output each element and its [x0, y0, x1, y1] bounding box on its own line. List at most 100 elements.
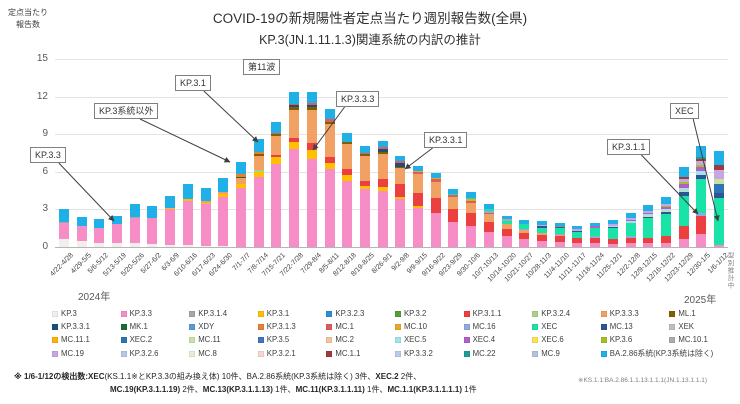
footnote-text: MC.1.1(KP.3.1.1.1.1) — [387, 384, 463, 394]
y-axis-tick: 12 — [36, 90, 48, 102]
legend-label: MC.8 — [198, 349, 217, 358]
bar-segment-KP.3.3 — [661, 242, 671, 247]
legend-item: MC.11 — [189, 335, 258, 344]
year-label-2024: 2024年 — [78, 292, 111, 303]
legend-item: MC.2 — [326, 335, 395, 344]
bar-segment-KP.3.3 — [625, 243, 636, 247]
stacked-bar — [625, 213, 636, 247]
stacked-bar — [572, 226, 583, 247]
stacked-bar — [483, 204, 494, 247]
bar-segment-MC.1 — [289, 103, 300, 106]
bar-segment-MC.1 — [306, 102, 317, 106]
bar-segment-KP.3.3.3 — [537, 233, 548, 236]
bar-segment-BA.2.86系統 — [111, 215, 122, 225]
stacked-bar — [289, 91, 300, 247]
bar-segment-ML.1 — [271, 134, 282, 137]
bar-segment-XEC — [590, 227, 601, 237]
gridline — [55, 171, 728, 173]
bar-segment-KP.3.3 — [342, 180, 353, 247]
stacked-bar — [501, 215, 512, 247]
legend-item: KP.3.3.2 — [394, 348, 464, 359]
annotation-box: KP.3.1.1 — [607, 139, 651, 155]
legend-item: ML.1 — [669, 309, 738, 318]
stacked-bar — [448, 189, 459, 247]
bar-segment-MC.19 — [714, 169, 725, 179]
legend-label: XEC — [541, 322, 558, 331]
stacked-bar — [147, 205, 158, 247]
bar-segment-KP.3.3 — [235, 188, 246, 247]
y-axis-tick: 6 — [42, 165, 48, 177]
bar-segment-KP.3.3 — [377, 190, 388, 247]
legend-label: MC.9 — [541, 349, 560, 358]
legend-item: KP.3.2 — [394, 309, 464, 318]
bar-segment-BA.2.86系統 — [289, 91, 300, 104]
legend-item: MC.11.1 — [52, 335, 121, 344]
bar-segment-KP.3 — [218, 245, 229, 247]
bar-segment-KP.3.1.4 — [58, 221, 69, 223]
legend-item: MC.9 — [532, 348, 601, 359]
bar-segment-KP.3.3 — [271, 164, 282, 247]
bar-segment-KP.3.1 — [395, 196, 406, 200]
legend-swatch — [326, 323, 333, 330]
legend-label: KP.3.1.3 — [266, 322, 296, 331]
footnote-text: 2件、 — [398, 372, 422, 381]
legend-label: XEK — [678, 322, 694, 331]
bar-segment-KP.3.1.1 — [466, 213, 477, 226]
bar-segment-KP.3.1.1 — [661, 236, 671, 243]
legend-swatch — [189, 350, 196, 357]
legend-label: MC.16 — [472, 322, 496, 331]
legend-item: KP.3.3 — [120, 309, 190, 318]
bar-segment-KP.3 — [200, 245, 211, 247]
legend-item: MC.16 — [463, 322, 533, 331]
legend-swatch — [600, 310, 607, 317]
bar-segment-KP.3.1 — [165, 208, 176, 210]
bar-segment-KP.3 — [76, 241, 87, 247]
legend-item: KP.3.1.4 — [189, 309, 258, 318]
annotation-box: KP.3系統以外 — [94, 103, 159, 119]
y-axis-unit-label-line2: 報告数 — [16, 20, 40, 29]
legend-swatch — [52, 336, 58, 343]
legend-item: KP.3.6 — [600, 335, 670, 344]
bar-segment-KP.3.1.1 — [607, 238, 618, 244]
bar-segment-KP.3.3.3 — [200, 201, 211, 203]
bar-segment-XEC — [466, 197, 477, 200]
bar-segment-BA.2.86系統 — [324, 109, 335, 120]
bar-segment-KP.3.3.3 — [395, 168, 406, 185]
bar-segment-KP.3 — [129, 243, 140, 247]
bar-segment-KP.3.3 — [395, 199, 406, 247]
legend: KP.3 KP.3.3 KP.3.1.4 KP.3.1 KP.3.2.3 KP.3.2 KP… — [52, 309, 738, 359]
bar-segment-KP.3.3.1 — [377, 149, 388, 153]
bar-segment-MC.13 — [537, 226, 548, 228]
legend-label: XEC.5 — [403, 335, 427, 344]
bar-segment-KP.3.3 — [413, 208, 424, 247]
legend-label: KP.3.3.1 — [61, 322, 90, 331]
stacked-bar — [395, 155, 406, 247]
bar-segment-KP.3.1 — [324, 163, 335, 170]
bar-segment-KP.3.1.4 — [129, 216, 140, 218]
bar-segment-BA.2.86系統 — [554, 223, 565, 227]
legend-item: MC.19 — [52, 348, 121, 359]
legend-label: KP.3.3.2 — [403, 349, 433, 358]
footnote-text: 10件、BA.2.86系統(KP.3系統は除く) 3件、 — [219, 372, 376, 381]
legend-item: XEC.5 — [394, 335, 464, 344]
legend-label: KP.3.1.4 — [198, 309, 228, 318]
bar-segment-XEC — [572, 231, 583, 239]
bar-segment-KP.3 — [182, 245, 193, 247]
stacked-bar — [590, 222, 601, 247]
gridline — [55, 96, 728, 98]
legend-label: MC.19 — [61, 349, 84, 358]
legend-label: MK.1 — [129, 322, 148, 331]
bar-segment-MC.1 — [483, 212, 494, 215]
bar-segment-KP.3.3.3 — [253, 156, 264, 170]
legend-swatch — [669, 310, 676, 317]
legend-item: KP.3.3.1 — [52, 322, 121, 331]
bar-segment-KP.3.1.1 — [625, 237, 636, 244]
bar-segment-ML.1 — [377, 152, 388, 154]
legend-label: KP.3.2.1 — [266, 349, 296, 358]
legend-item: KP.3.3.3 — [600, 309, 670, 318]
bar-segment-MC.1 — [448, 195, 459, 197]
footnote: ※ 1/6-1/12の検出数:XEC(KS.1.1※とKP.3.3の組み換え体)… — [14, 371, 477, 396]
bar-segment-KP.3 — [165, 244, 176, 247]
legend-swatch — [394, 350, 401, 357]
bar-segment-BA.2.86系統 — [590, 222, 601, 227]
